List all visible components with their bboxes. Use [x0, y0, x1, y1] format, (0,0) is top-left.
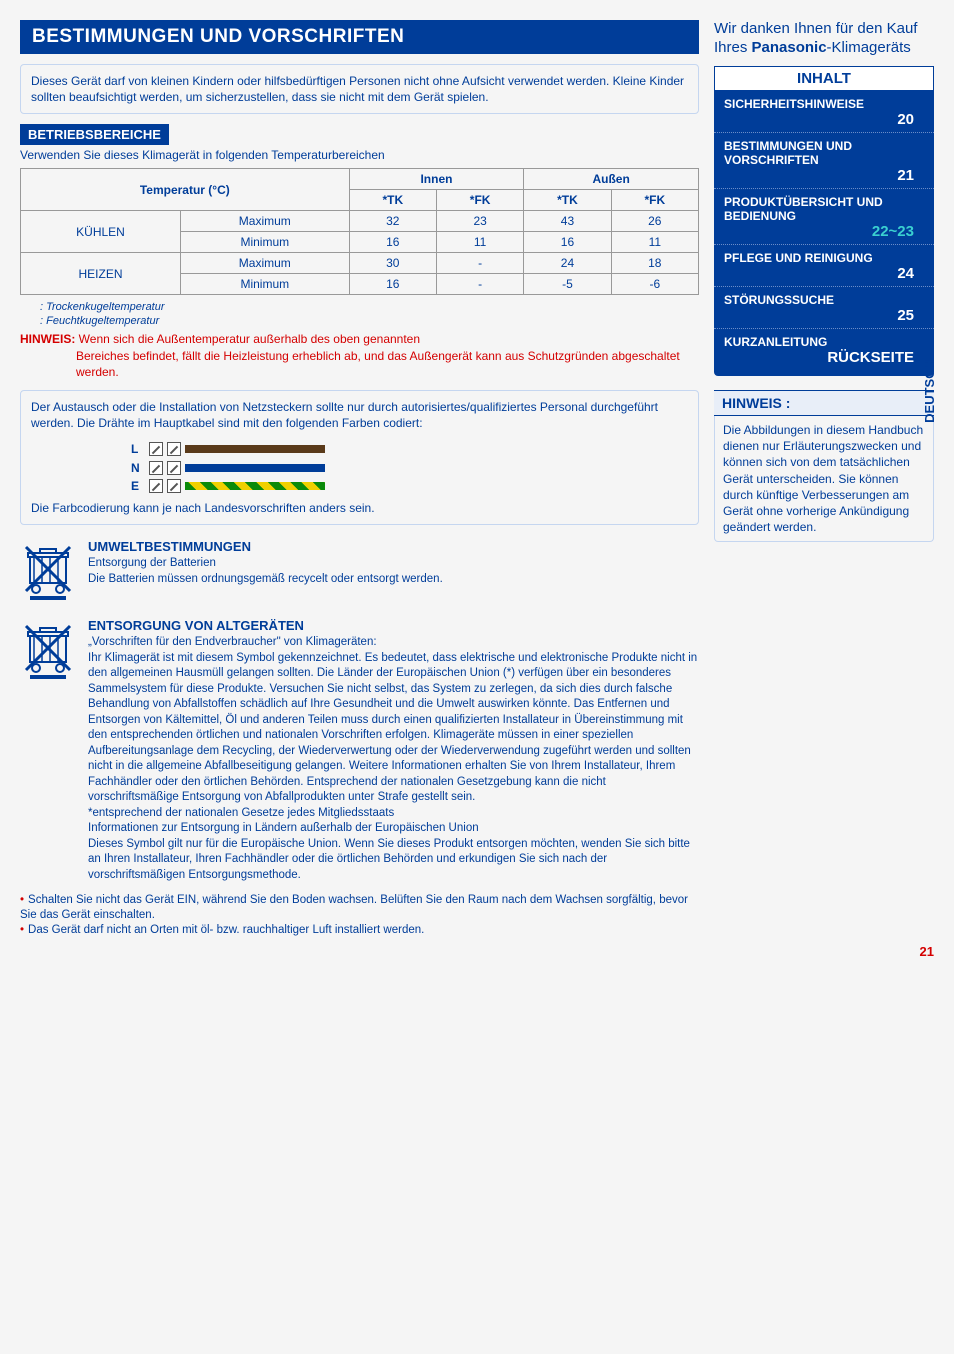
brand-bold: Panasonic: [752, 39, 827, 56]
wire-icon: [167, 442, 181, 456]
entsorgung-italic: *entsprechend der nationalen Gesetze jed…: [88, 806, 699, 822]
wire-brown: [185, 445, 325, 453]
hinweis-side-box: HINWEIS : Die Abbildungen in diesem Hand…: [714, 390, 934, 542]
weee-icon: [20, 618, 76, 883]
hinweis-box-header: HINWEIS :: [714, 390, 934, 416]
toc-item-4: PFLEGE UND REINIGUNG: [724, 251, 924, 265]
max-label: Maximum: [181, 253, 350, 274]
wire-e-label: E: [131, 478, 145, 494]
table-cell: 26: [611, 211, 698, 232]
toc-item-5: STÖRUNGSSUCHE: [724, 293, 924, 307]
brand-suffix: -Klimageräts: [827, 39, 911, 56]
bottom-notes: •Schalten Sie nicht das Gerät EIN, währe…: [20, 893, 699, 938]
brand-prefix: Ihres: [714, 39, 752, 56]
tk-header: *TK: [524, 190, 611, 211]
toc-item-1: SICHERHEITSHINWEISE: [724, 97, 924, 111]
hinweis-box-body: Die Abbildungen in diesem Handbuch diene…: [714, 416, 934, 542]
bullet-icon: •: [20, 894, 24, 906]
side-brand: Ihres Panasonic-Klimageräts: [714, 39, 934, 56]
toc-item-3b: BEDIENUNG: [724, 209, 924, 223]
wire-icon: [149, 479, 163, 493]
umwelt-line2: Die Batterien müssen ordnungsgemäß recyc…: [88, 572, 699, 588]
main-banner: BESTIMMUNGEN UND VORSCHRIFTEN: [20, 20, 699, 54]
table-cell: -5: [524, 274, 611, 295]
table-cell: 16: [524, 232, 611, 253]
tk-header: *TK: [349, 190, 436, 211]
hinweis-line: HINWEIS: Wenn sich die Außentemperatur a…: [20, 331, 699, 380]
toc-header: INHALT: [714, 66, 934, 91]
min-label: Minimum: [181, 232, 350, 253]
fk-header: *FK: [611, 190, 698, 211]
wire-diagram: L N E: [131, 441, 688, 494]
table-cell: 32: [349, 211, 436, 232]
austausch-box: Der Austausch oder die Installation von …: [20, 390, 699, 525]
temperature-table: Temperatur (°C) Innen Außen *TK *FK *TK …: [20, 168, 699, 295]
entsorgung-body: Ihr Klimagerät ist mit diesem Symbol gek…: [88, 651, 699, 806]
toc-page-4: 24: [724, 265, 924, 282]
wire-icon: [167, 461, 181, 475]
table-cell: 24: [524, 253, 611, 274]
wire-icon: [149, 442, 163, 456]
betriebsbereiche-header: BETRIEBSBEREICHE: [20, 124, 169, 145]
toc-item-3a: PRODUKTÜBERSICHT UND: [724, 195, 924, 209]
betriebsbereiche-sub: Verwenden Sie dieses Klimagerät in folge…: [20, 148, 699, 162]
fk-header: *FK: [436, 190, 523, 211]
bullet-icon: •: [20, 924, 24, 936]
weee-icon: [20, 539, 76, 604]
wire-l-label: L: [131, 441, 145, 457]
toc-item-6: KURZANLEITUNG: [724, 335, 924, 349]
language-tab: DEUTSCH: [922, 360, 937, 423]
umwelt-title: UMWELTBESTIMMUNGEN: [88, 539, 699, 554]
toc-box: INHALT SICHERHEITSHINWEISE 20 BESTIMMUNG…: [714, 66, 934, 376]
table-cell: 43: [524, 211, 611, 232]
table-cell: -: [436, 253, 523, 274]
kuhlen-label: KÜHLEN: [21, 211, 181, 253]
heizen-label: HEIZEN: [21, 253, 181, 295]
toc-page-5: 25: [724, 307, 924, 324]
toc-page-6: RÜCKSEITE: [724, 349, 924, 366]
side-thanks-title: Wir danken Ihnen für den Kauf: [714, 20, 934, 37]
table-cell: -: [436, 274, 523, 295]
wire-icon: [149, 461, 163, 475]
wire-striped: [185, 482, 325, 490]
toc-item-2a: BESTIMMUNGEN UND: [724, 139, 924, 153]
table-cell: 18: [611, 253, 698, 274]
fk-footnote: : Feuchtkugeltemperatur: [40, 315, 699, 327]
table-cell: -6: [611, 274, 698, 295]
min-label: Minimum: [181, 274, 350, 295]
table-cell: 11: [611, 232, 698, 253]
umwelt-line1: Entsorgung der Batterien: [88, 556, 699, 572]
entsorgung-title: ENTSORGUNG VON ALTGERÄTEN: [88, 618, 699, 633]
innen-header: Innen: [349, 169, 524, 190]
entsorgung-sub: „Vorschriften für den Endverbraucher" vo…: [88, 635, 699, 651]
hinweis-text: Wenn sich die Außentemperatur außerhalb …: [75, 332, 420, 346]
aussen-header: Außen: [524, 169, 699, 190]
bottom-note-2: Das Gerät darf nicht an Orten mit öl- bz…: [28, 924, 424, 936]
wire-icon: [167, 479, 181, 493]
warning-box: Dieses Gerät darf von kleinen Kindern od…: [20, 64, 699, 114]
tk-footnote: : Trockenkugeltemperatur: [40, 301, 699, 313]
hinweis-text-rest: Bereiches befindet, fällt die Heizleistu…: [76, 348, 699, 380]
temp-label-cell: Temperatur (°C): [21, 169, 350, 211]
max-label: Maximum: [181, 211, 350, 232]
toc-page-3: 22~23: [724, 223, 924, 240]
farbcodierung-text: Die Farbcodierung kann je nach Landesvor…: [31, 500, 688, 516]
table-cell: 16: [349, 274, 436, 295]
austausch-text: Der Austausch oder die Installation von …: [31, 399, 688, 431]
table-cell: 30: [349, 253, 436, 274]
entsorgung-bold: Informationen zur Entsorgung in Ländern …: [88, 821, 699, 837]
bottom-note-1: Schalten Sie nicht das Gerät EIN, währen…: [20, 894, 688, 921]
entsorgung-body2: Dieses Symbol gilt nur für die Europäisc…: [88, 837, 699, 884]
page-number: 21: [20, 944, 934, 959]
hinweis-label: HINWEIS:: [20, 332, 75, 346]
toc-page-1: 20: [724, 111, 924, 128]
wire-n-label: N: [131, 460, 145, 476]
toc-page-2: 21: [724, 167, 924, 184]
table-cell: 11: [436, 232, 523, 253]
table-cell: 23: [436, 211, 523, 232]
table-cell: 16: [349, 232, 436, 253]
wire-blue: [185, 464, 325, 472]
toc-item-2b: VORSCHRIFTEN: [724, 153, 924, 167]
